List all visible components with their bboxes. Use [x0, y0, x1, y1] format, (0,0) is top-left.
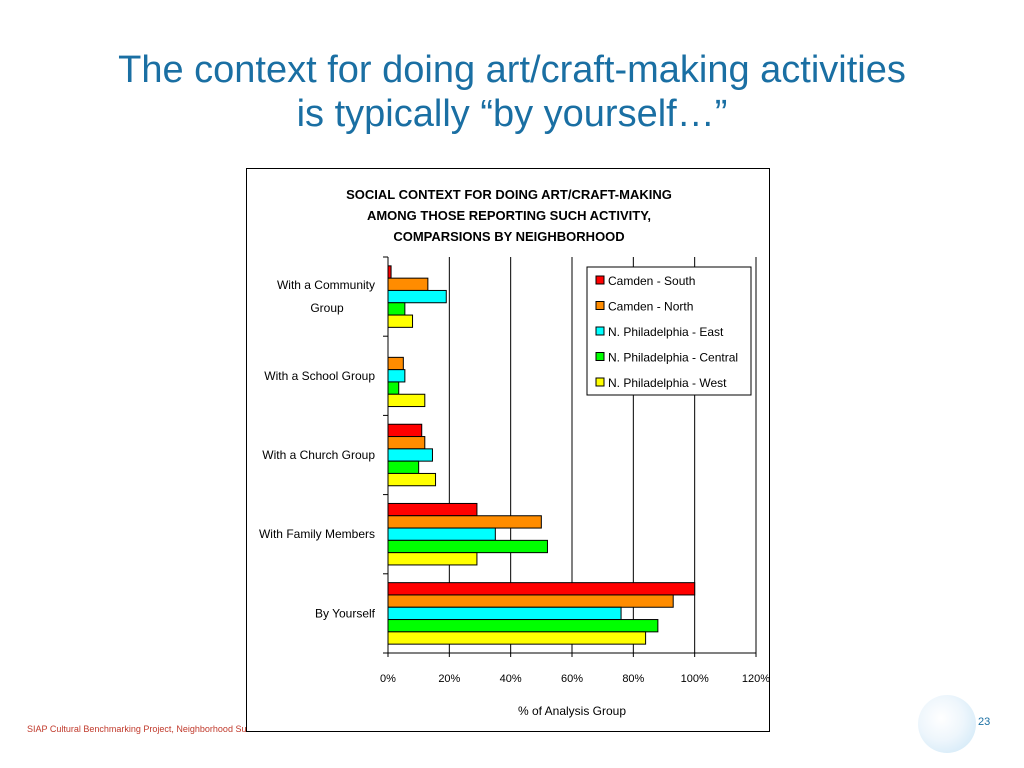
legend-label: N. Philadelphia - Central — [608, 351, 738, 365]
bar-camden-north — [387, 436, 426, 450]
category-label: With a Church Group — [262, 448, 375, 462]
x-tick-label: 80% — [622, 673, 644, 685]
bar-camden-south — [387, 265, 392, 279]
slide-title-line-1: The context for doing art/craft-making a… — [118, 49, 906, 91]
legend-swatch — [595, 301, 605, 310]
bar-n-philadelphia-west — [387, 314, 414, 328]
bar-n-philadelphia-central — [387, 619, 659, 633]
legend-box — [586, 266, 752, 396]
bar-n-philadelphia-east — [387, 289, 447, 304]
legend-swatch — [595, 352, 605, 361]
bar-n-philadelphia-central — [387, 460, 420, 474]
bar-camden-north — [387, 277, 429, 291]
legend-label: N. Philadelphia - East — [608, 325, 724, 339]
chart-title-line-1: SOCIAL CONTEXT FOR DOING ART/CRAFT-MAKIN… — [346, 187, 672, 202]
chart-frame: SOCIAL CONTEXT FOR DOING ART/CRAFT-MAKIN… — [246, 168, 770, 732]
legend-swatch — [595, 275, 605, 285]
legend-swatch — [595, 377, 605, 387]
category-label: With Family Members — [259, 527, 375, 541]
slide-title: The context for doing art/craft-making a… — [60, 48, 964, 136]
footer-source: SIAP Cultural Benchmarking Project, Neig… — [27, 724, 247, 734]
slide-title-line-2: is typically “by yourself…” — [296, 93, 728, 135]
x-tick-label: 100% — [681, 673, 709, 685]
x-tick-label: 0% — [380, 673, 396, 685]
category-label: Group — [310, 301, 344, 315]
bar-n-philadelphia-east — [387, 448, 433, 462]
bar-chart: SOCIAL CONTEXT FOR DOING ART/CRAFT-MAKIN… — [259, 187, 770, 718]
legend-label: Camden - North — [608, 300, 693, 314]
category-label: By Yourself — [315, 606, 376, 620]
bar-n-philadelphia-west — [387, 393, 426, 408]
bar-n-philadelphia-central — [387, 381, 400, 395]
x-tick-label: 120% — [742, 673, 770, 685]
chart-title-line-2: AMONG THOSE REPORTING SUCH ACTIVITY, — [367, 208, 651, 223]
bar-n-philadelphia-east — [387, 369, 406, 383]
x-axis-label: % of Analysis Group — [518, 704, 626, 718]
bar-n-philadelphia-west — [387, 472, 437, 487]
bar-camden-south — [387, 582, 696, 596]
bar-camden-north — [387, 515, 542, 529]
chart-title-line-3: COMPARSIONS BY NEIGHBORHOOD — [393, 229, 624, 244]
x-tick-label: 20% — [438, 673, 460, 685]
globe-logo — [918, 695, 976, 753]
x-tick-label: 60% — [561, 673, 583, 685]
category-label: With a School Group — [264, 369, 375, 383]
bar-camden-south — [387, 502, 478, 517]
bar-n-philadelphia-central — [387, 302, 406, 316]
legend-label: Camden - South — [608, 274, 695, 288]
bar-camden-north — [387, 356, 404, 371]
bar-n-philadelphia-east — [387, 527, 496, 541]
bar-camden-north — [387, 594, 674, 608]
legend-swatch — [595, 326, 605, 336]
bar-n-philadelphia-east — [387, 606, 622, 621]
bar-n-philadelphia-central — [387, 539, 548, 554]
bar-n-philadelphia-west — [387, 552, 478, 566]
page-number: 23 — [978, 716, 991, 728]
x-tick-label: 40% — [500, 673, 522, 685]
legend-label: N. Philadelphia - West — [608, 376, 727, 390]
category-label: With a Community — [277, 278, 375, 292]
bar-n-philadelphia-west — [387, 631, 647, 645]
bar-camden-south — [387, 423, 423, 438]
